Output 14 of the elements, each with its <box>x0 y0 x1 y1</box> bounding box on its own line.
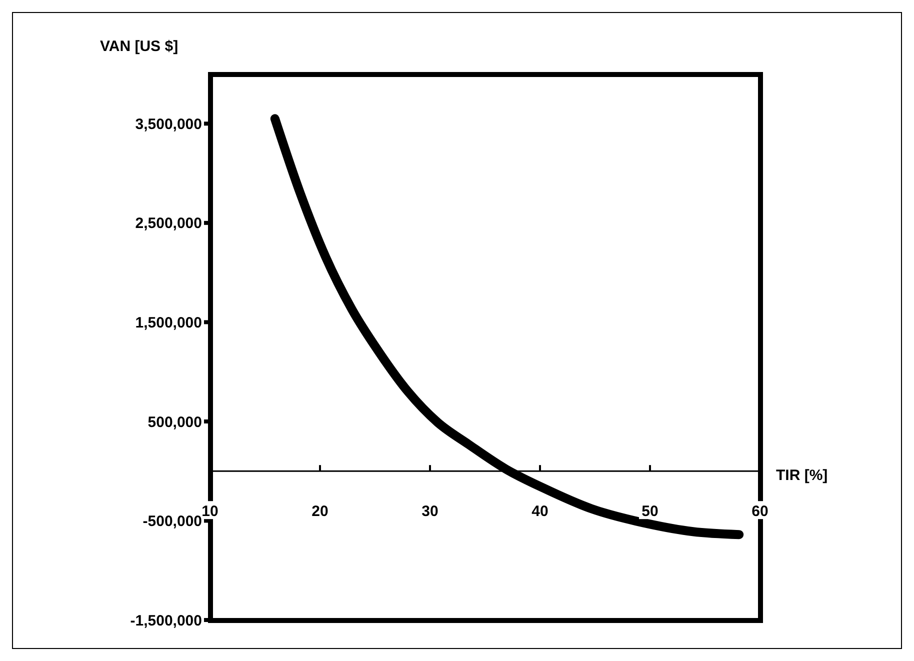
x-tick-label: 20 <box>312 503 328 520</box>
x-tick-label: 10 <box>202 503 218 520</box>
x-tick-label: 30 <box>422 503 438 520</box>
y-tick-label: 1,500,000 <box>135 314 202 332</box>
y-tick-label: 500,000 <box>148 414 202 431</box>
x-axis-title: TIR [%] <box>776 467 828 484</box>
x-tick-label: 40 <box>532 503 548 520</box>
y-tick-label: 2,500,000 <box>135 215 202 232</box>
y-tick-label: 3,500,000 <box>135 116 202 133</box>
x-tick-label: 50 <box>642 503 658 520</box>
x-tick-label: 60 <box>752 503 768 520</box>
y-tick-label: -500,000 <box>142 513 202 530</box>
y-tick-label: -1,500,000 <box>130 612 202 630</box>
y-axis-title: VAN [US $] <box>100 38 178 55</box>
